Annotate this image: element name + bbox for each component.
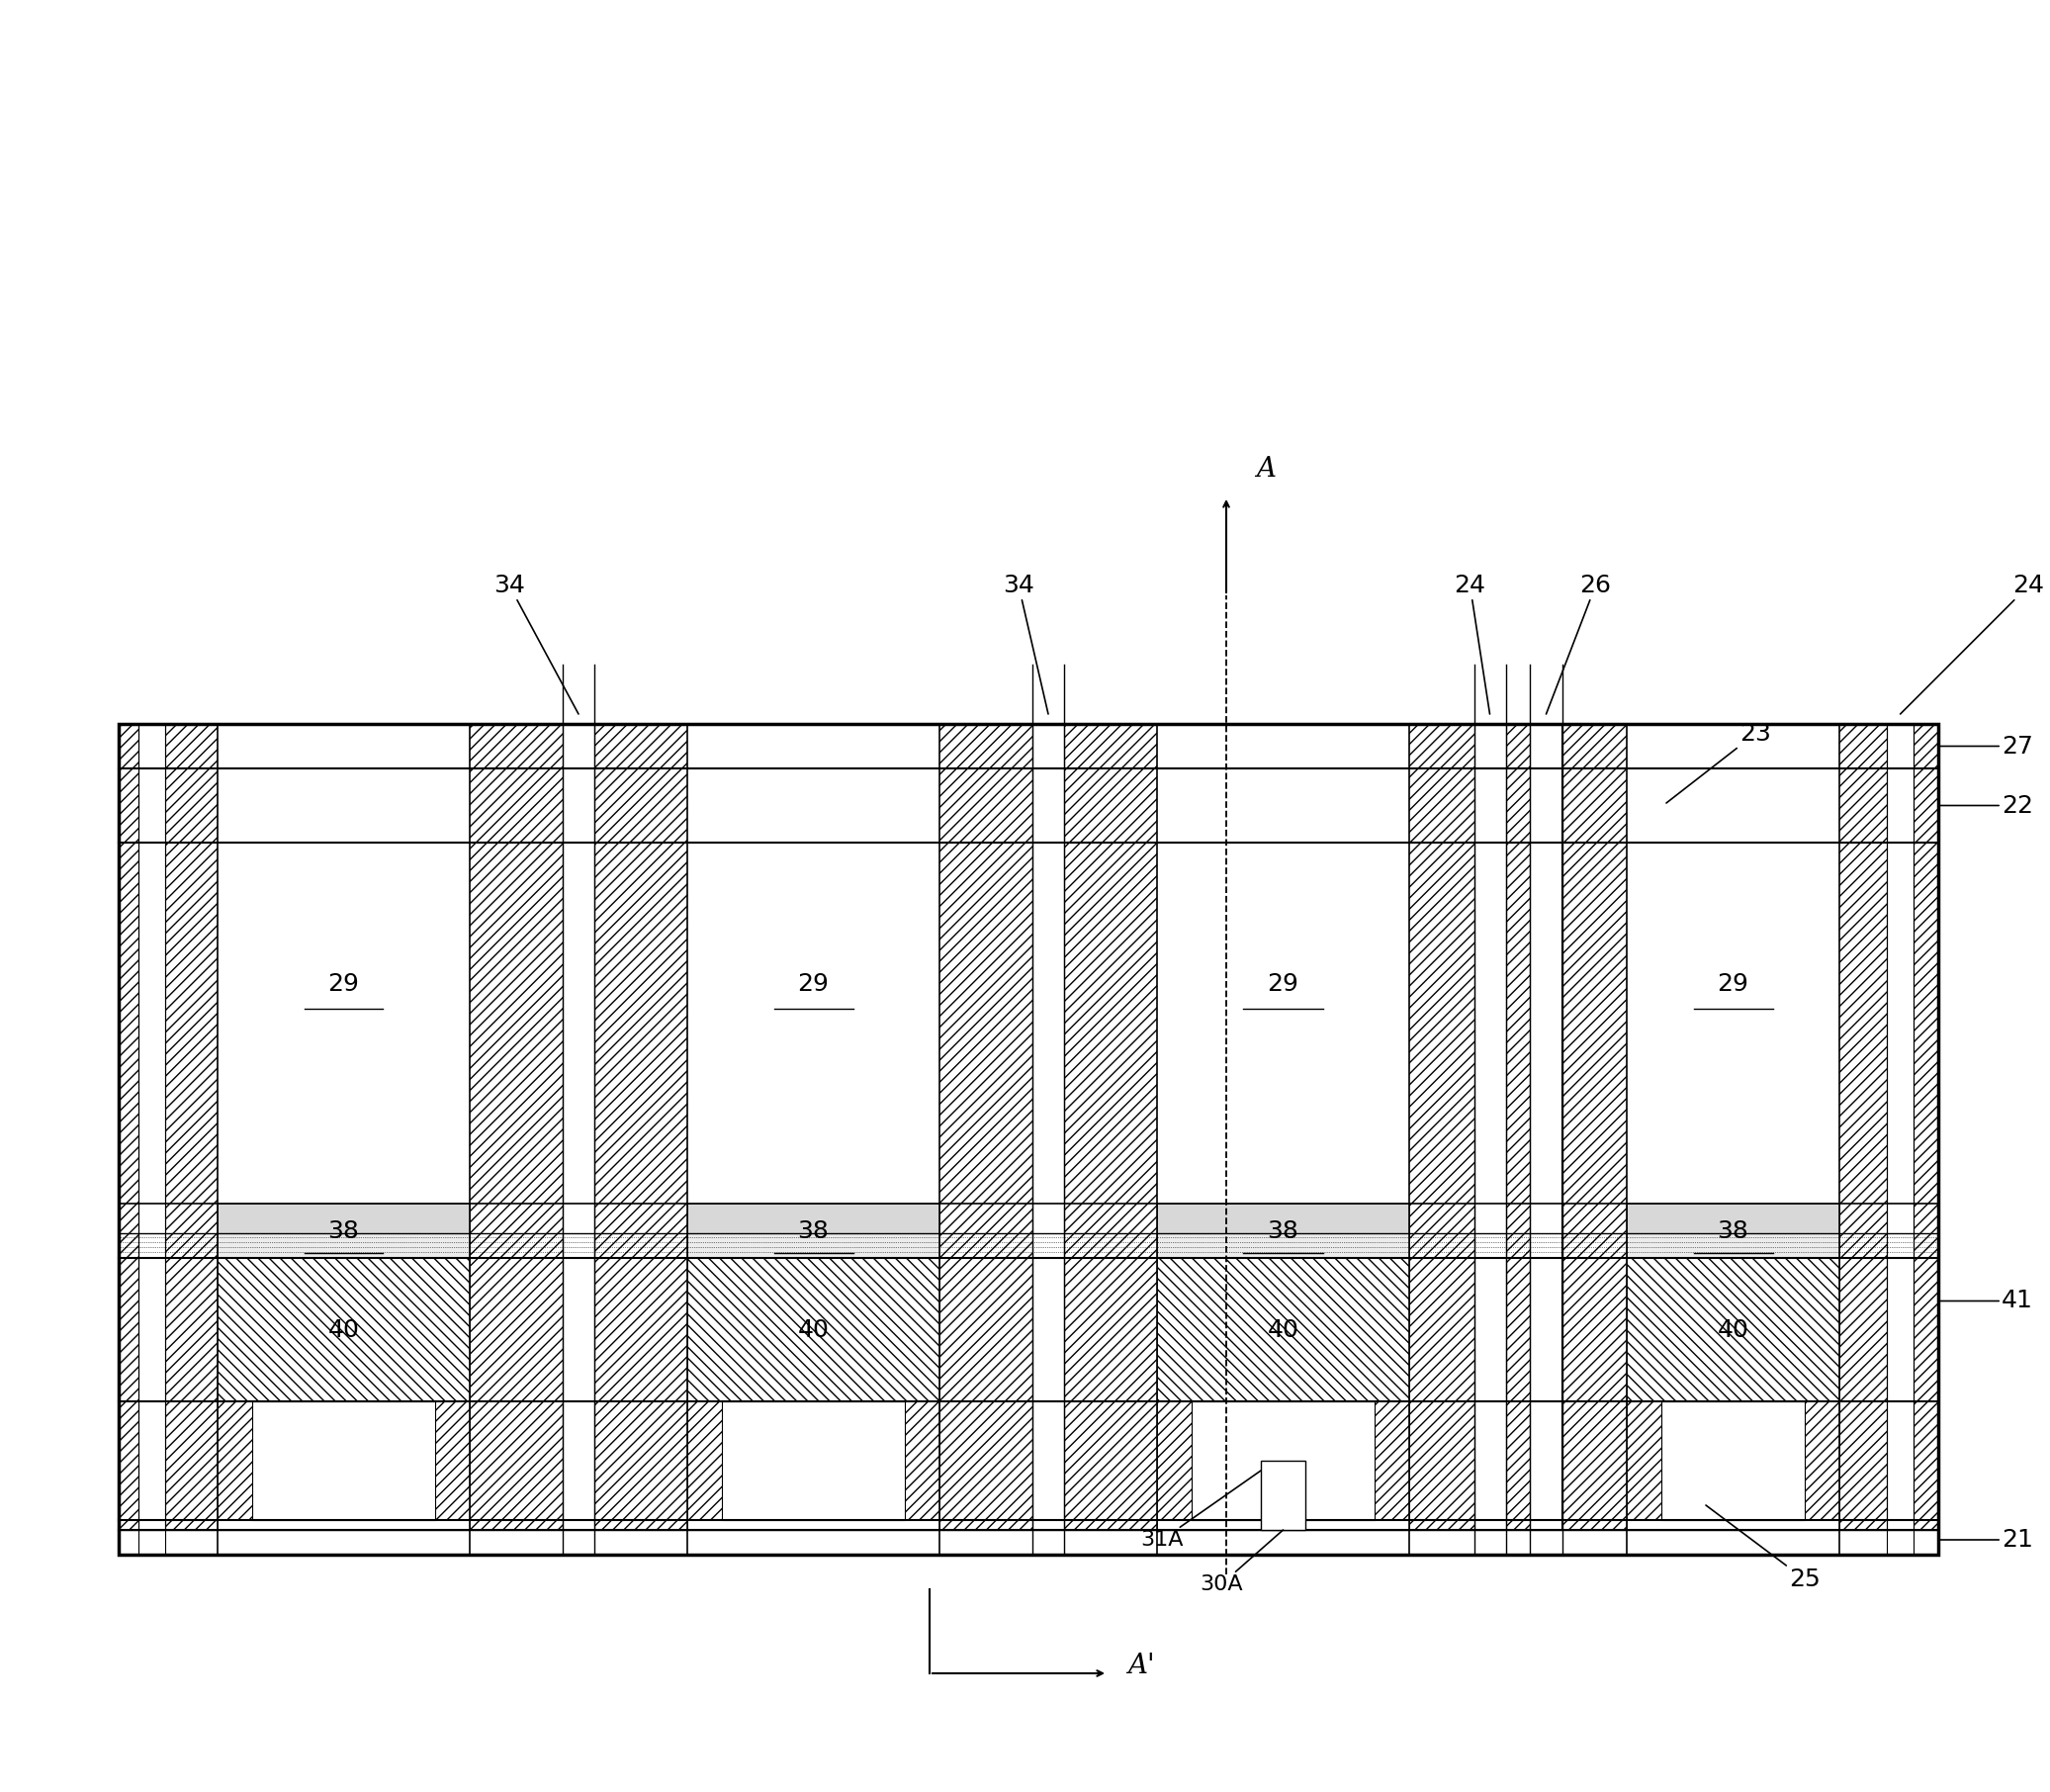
Bar — [1628, 724, 1839, 842]
Text: 41: 41 — [1937, 1288, 2034, 1314]
Bar — [687, 724, 939, 842]
Bar — [687, 842, 939, 1555]
Bar — [687, 724, 939, 842]
Bar — [1531, 724, 1562, 1555]
Bar — [1886, 724, 1915, 1555]
Bar — [119, 1520, 217, 1555]
Text: 38: 38 — [328, 1219, 359, 1242]
Text: 34: 34 — [494, 573, 578, 713]
Bar — [252, 1401, 435, 1520]
Bar — [119, 724, 1937, 1555]
Text: A': A' — [1128, 1652, 1154, 1679]
Bar — [217, 1258, 469, 1401]
Bar — [469, 1520, 687, 1555]
Bar — [1033, 724, 1064, 1555]
Bar — [1628, 1204, 1839, 1233]
Text: 29: 29 — [1267, 971, 1300, 995]
Bar — [1191, 1401, 1376, 1520]
Bar — [1033, 724, 1064, 1555]
Bar — [1628, 1258, 1839, 1401]
Bar — [217, 724, 469, 842]
Bar — [562, 724, 594, 1555]
Bar — [1628, 724, 1839, 842]
Text: 24: 24 — [1900, 573, 2044, 713]
Text: 29: 29 — [797, 971, 828, 995]
Bar — [119, 724, 1937, 1555]
Text: 29: 29 — [328, 971, 359, 995]
Bar — [1408, 1520, 1628, 1555]
Text: 30A: 30A — [1199, 1530, 1283, 1595]
Bar — [217, 1233, 469, 1258]
Bar — [1156, 724, 1408, 842]
Bar — [1156, 1258, 1408, 1401]
Bar — [119, 724, 1937, 769]
Text: 25: 25 — [1706, 1505, 1820, 1591]
Bar — [687, 1401, 939, 1520]
Bar — [1156, 724, 1408, 842]
Bar — [1156, 1233, 1408, 1258]
Text: 21: 21 — [1937, 1529, 2034, 1552]
Text: 38: 38 — [1718, 1219, 1749, 1242]
Bar — [1531, 724, 1562, 1555]
Bar — [1261, 1460, 1306, 1530]
Text: 24: 24 — [1453, 573, 1490, 713]
Bar — [1839, 1520, 1937, 1555]
Bar — [1156, 1401, 1408, 1520]
Bar — [939, 1520, 1156, 1555]
Bar — [119, 1520, 1937, 1555]
Text: 40: 40 — [1267, 1317, 1300, 1342]
Text: A: A — [1257, 455, 1275, 482]
Text: 34: 34 — [1002, 573, 1048, 713]
Text: 40: 40 — [797, 1317, 828, 1342]
Bar — [139, 724, 166, 1555]
Text: 22: 22 — [1937, 794, 2034, 817]
Text: 29: 29 — [1718, 971, 1749, 995]
Bar — [562, 724, 594, 1555]
Bar — [1156, 1204, 1408, 1233]
Bar — [217, 842, 469, 1555]
Bar — [1474, 724, 1505, 1555]
Bar — [1661, 1401, 1804, 1520]
Bar — [1156, 842, 1408, 1555]
Bar — [119, 1530, 1937, 1555]
Text: 40: 40 — [1718, 1317, 1749, 1342]
Bar — [217, 724, 469, 842]
Bar — [1886, 724, 1915, 1555]
Bar — [687, 1204, 939, 1233]
Text: 23: 23 — [1667, 722, 1771, 803]
Bar — [119, 769, 1937, 842]
Bar — [687, 1258, 939, 1401]
Bar — [1474, 724, 1505, 1555]
Text: 31A: 31A — [1140, 1471, 1261, 1550]
Bar — [1628, 1401, 1839, 1520]
Text: 38: 38 — [797, 1219, 828, 1242]
Text: 26: 26 — [1546, 573, 1611, 713]
Bar — [1628, 1233, 1839, 1258]
Bar — [217, 1204, 469, 1233]
Bar — [139, 724, 166, 1555]
Bar — [687, 1233, 939, 1258]
Text: 27: 27 — [1937, 735, 2034, 758]
Bar — [722, 1401, 904, 1520]
Bar — [1628, 842, 1839, 1555]
Text: 40: 40 — [328, 1317, 359, 1342]
Text: 38: 38 — [1267, 1219, 1300, 1242]
Bar — [217, 1401, 469, 1520]
